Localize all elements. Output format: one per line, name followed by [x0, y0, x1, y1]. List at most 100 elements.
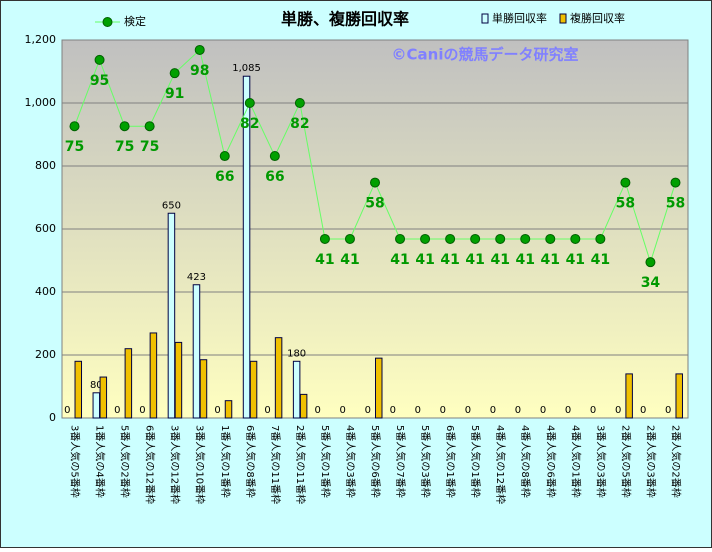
line-marker — [94, 54, 105, 65]
bar-value-label: 0 — [365, 405, 371, 416]
bar-value-label: 0 — [640, 405, 646, 416]
x-tick-label: 4番人気の6番枠 — [544, 425, 557, 498]
legend-label: 複勝回収率 — [570, 11, 625, 25]
bar-value-label: 1,085 — [232, 63, 261, 74]
x-tick-label: 5番人気の1番枠 — [469, 425, 482, 498]
bar-value-label: 0 — [615, 405, 621, 416]
bar — [149, 332, 158, 419]
x-tick-label: 2番人気の3番枠 — [644, 425, 657, 498]
line-marker — [395, 233, 406, 244]
line-marker — [370, 177, 380, 188]
line-value-label: 91 — [165, 86, 184, 102]
bar — [242, 75, 251, 419]
bar-value-label: 80 — [90, 380, 103, 391]
bar — [124, 348, 133, 419]
x-tick-label: 5番人気の6番枠 — [369, 425, 382, 498]
x-tick-label: 2番人気の5番枠 — [619, 425, 632, 498]
x-tick-label: 3番人気の12番枠 — [169, 425, 182, 504]
legend-marker — [102, 17, 113, 27]
x-tick-label: 2番人気の2番枠 — [669, 425, 682, 498]
line-value-label: 75 — [140, 139, 159, 155]
line-marker — [445, 233, 456, 244]
y-tick-label: 600 — [35, 222, 56, 235]
x-tick-label: 7番人気の11番枠 — [269, 425, 282, 504]
bar-value-label: 0 — [114, 405, 120, 416]
x-tick-label: 3番人気の3番枠 — [594, 425, 607, 498]
line-value-label: 82 — [290, 116, 309, 132]
bar — [92, 392, 101, 419]
y-tick-label: 800 — [35, 159, 56, 172]
x-tick-label: 6番人気の8番枠 — [244, 425, 257, 498]
legend-swatch — [559, 13, 567, 24]
bar — [99, 376, 108, 419]
bar-value-label: 0 — [440, 405, 446, 416]
line-value-label: 41 — [490, 252, 509, 268]
line-marker — [670, 177, 681, 188]
y-tick-label: 0 — [49, 411, 56, 424]
line-value-label: 66 — [215, 169, 234, 185]
line-value-label: 82 — [240, 116, 259, 132]
legend-swatch — [481, 13, 489, 24]
line-value-label: 95 — [90, 73, 109, 89]
bar — [625, 373, 633, 419]
line-marker — [645, 257, 656, 268]
x-tick-label: 3番人気の5番枠 — [69, 425, 82, 498]
bar — [292, 360, 301, 419]
x-tick-label: 3番人気の10番枠 — [194, 425, 207, 504]
line-marker — [520, 233, 531, 244]
line-marker — [570, 233, 581, 244]
line-marker — [144, 121, 155, 132]
legend-label: 単勝回収率 — [492, 11, 547, 25]
x-tick-label: 6番人気の1番枠 — [444, 425, 457, 498]
line-value-label: 58 — [365, 196, 384, 212]
line-marker — [344, 233, 355, 244]
bar-value-label: 423 — [187, 272, 206, 283]
line-marker — [69, 121, 80, 132]
bar-value-label: 0 — [214, 405, 220, 416]
line-value-label: 75 — [65, 139, 84, 155]
y-tick-label: 400 — [35, 285, 56, 298]
bar — [199, 359, 208, 419]
line-value-label: 58 — [666, 196, 685, 212]
bar — [375, 357, 383, 419]
bar — [74, 360, 83, 419]
bar-value-label: 0 — [665, 405, 671, 416]
bar-value-label: 0 — [390, 405, 396, 416]
bar — [249, 360, 258, 419]
line-marker — [545, 233, 556, 244]
line-value-label: 34 — [641, 275, 661, 291]
bar-value-label: 0 — [490, 405, 496, 416]
bar — [174, 341, 183, 419]
x-tick-label: 4番人気の3番枠 — [344, 425, 357, 498]
bar-value-label: 0 — [565, 405, 571, 416]
bar — [167, 212, 176, 419]
bar-value-label: 0 — [465, 405, 471, 416]
bar-value-label: 0 — [590, 405, 596, 416]
line-marker — [595, 233, 606, 244]
line-marker — [294, 98, 305, 108]
x-tick-label: 4番人気の8番枠 — [519, 425, 532, 498]
y-tick-label: 200 — [35, 348, 56, 361]
line-value-label: 41 — [340, 252, 359, 268]
x-tick-label: 1番人気の1番枠 — [219, 425, 232, 498]
line-marker — [219, 151, 230, 162]
x-tick-label: 6番人気の12番枠 — [144, 425, 157, 504]
bar — [192, 284, 201, 419]
line-marker — [269, 151, 280, 162]
line-marker — [319, 233, 330, 244]
line-value-label: 41 — [315, 252, 334, 268]
line-marker — [620, 177, 631, 188]
line-value-label: 66 — [265, 169, 284, 185]
watermark: ©Caniの競馬データ研究室 — [392, 46, 579, 64]
line-value-label: 41 — [591, 252, 610, 268]
line-value-label: 41 — [465, 252, 484, 268]
x-tick-label: 2番人気の11番枠 — [294, 425, 307, 504]
bar-value-label: 0 — [340, 405, 346, 416]
x-tick-label: 1番人気の4番枠 — [94, 425, 107, 498]
line-value-label: 41 — [415, 252, 434, 268]
x-tick-label: 5番人気の3番枠 — [419, 425, 432, 498]
bar-value-label: 0 — [314, 405, 320, 416]
x-tick-label: 4番人気の1番枠 — [569, 425, 582, 498]
line-marker — [420, 233, 431, 244]
